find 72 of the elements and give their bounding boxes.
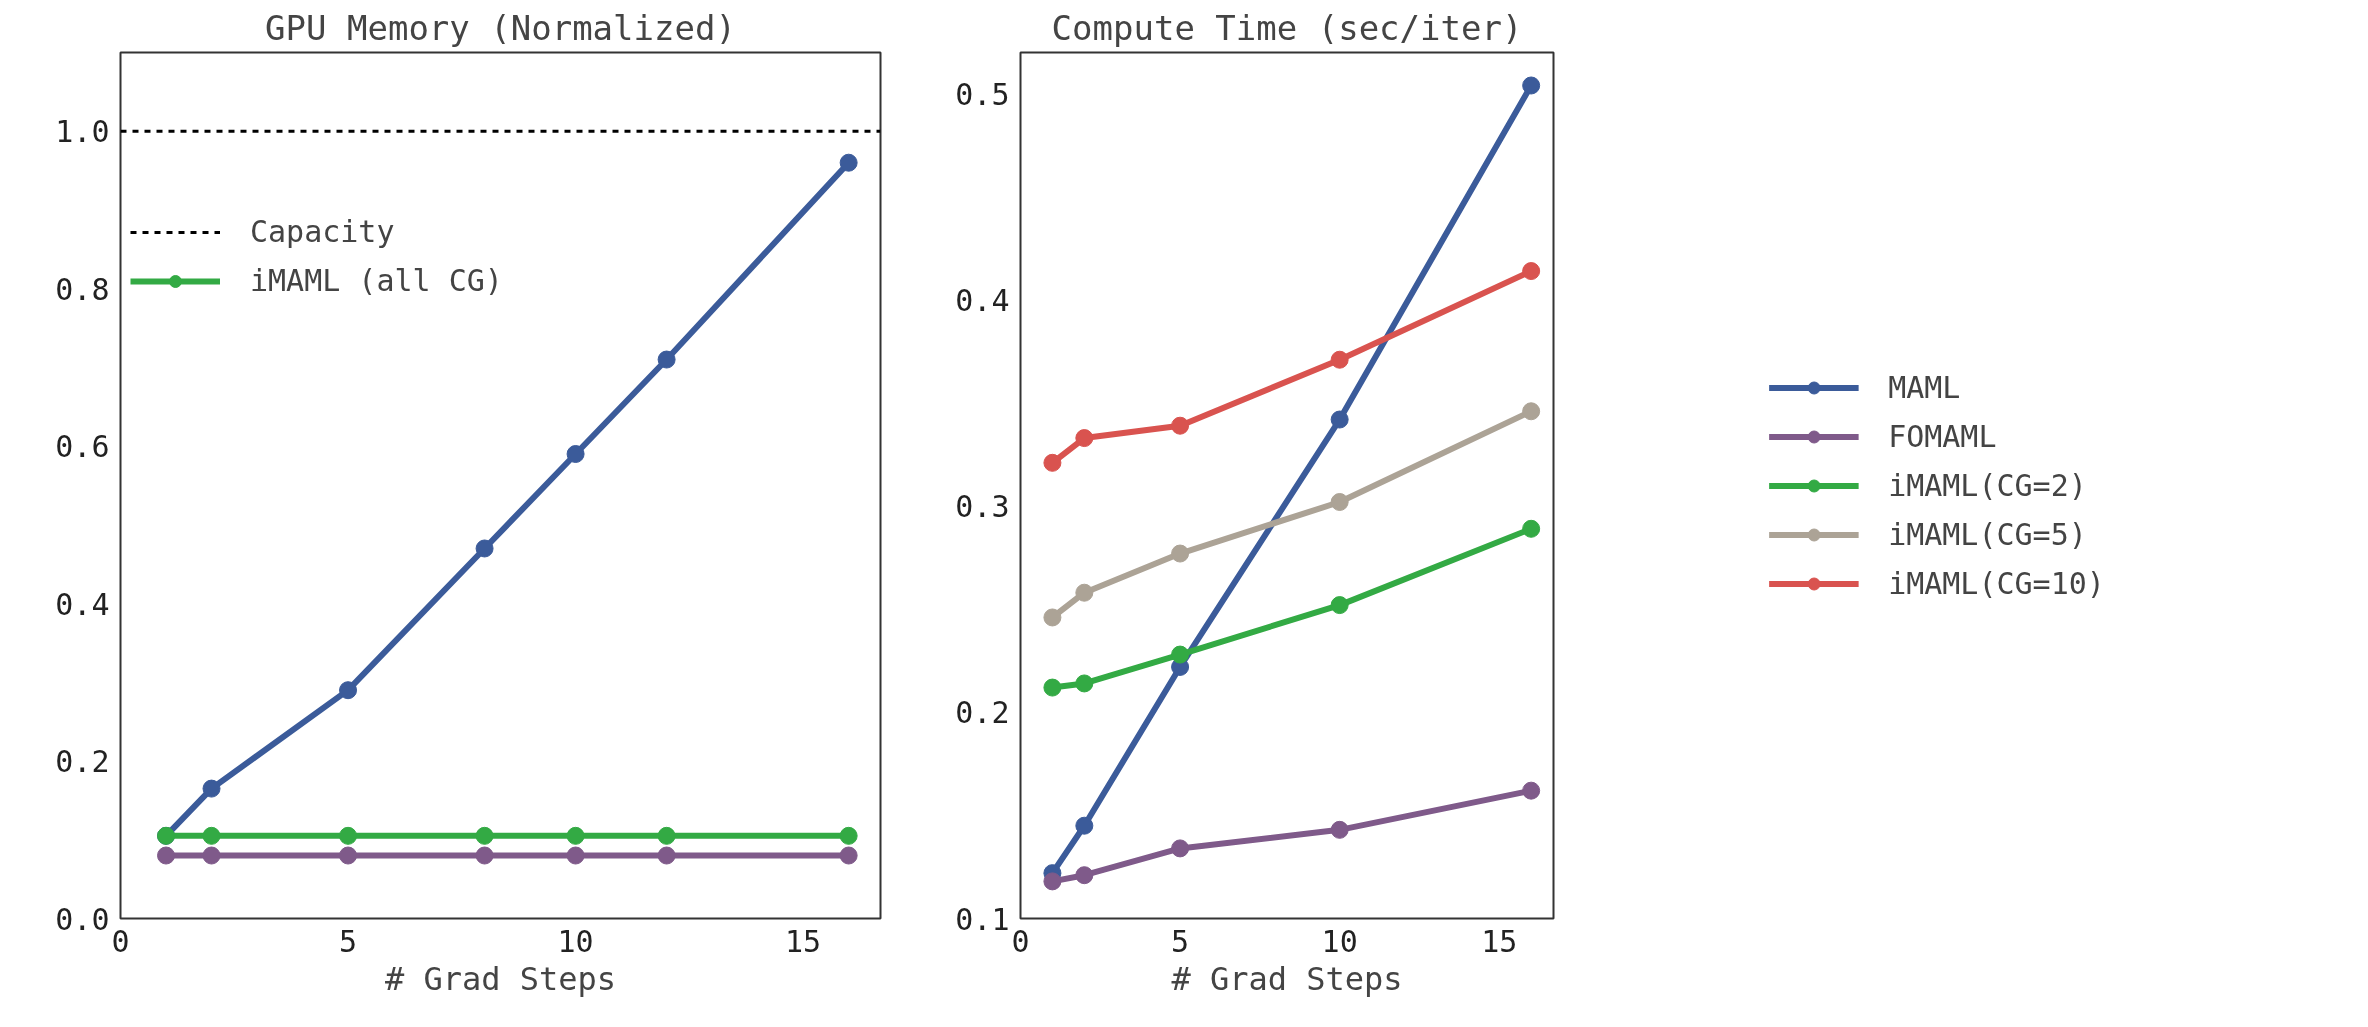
point (202, 846, 221, 865)
point (339, 846, 358, 865)
point (1522, 781, 1541, 800)
point (657, 350, 676, 369)
x-tick-label: 10 (557, 923, 594, 959)
legend-label: Capacity (250, 214, 395, 249)
point (157, 846, 176, 865)
y-tick-label: 0.1 (955, 901, 1010, 937)
point (1043, 872, 1062, 891)
point (1075, 866, 1094, 885)
x-tick-label: 15 (785, 923, 822, 959)
point (839, 153, 858, 172)
point (1043, 453, 1062, 472)
y-tick-label: 0.8 (55, 271, 110, 307)
point (475, 539, 494, 558)
point (1075, 816, 1094, 835)
y-tick-label: 0.4 (955, 282, 1010, 318)
point (475, 826, 494, 845)
point (566, 826, 585, 845)
point (1171, 544, 1190, 563)
point (1075, 583, 1094, 602)
point (1171, 645, 1190, 664)
point (1330, 410, 1349, 429)
point (566, 846, 585, 865)
point (839, 826, 858, 845)
x-tick-label: 10 (1321, 923, 1358, 959)
point (1522, 402, 1541, 421)
point (1075, 429, 1094, 448)
point (1171, 839, 1190, 858)
chart-title: GPU Memory (Normalized) (265, 7, 736, 48)
point (475, 846, 494, 865)
legend-label: iMAML(CG=2) (1888, 467, 2087, 503)
x-tick-label: 5 (339, 923, 358, 959)
legend-label: iMAML(CG=10) (1888, 565, 2105, 601)
point (1330, 350, 1349, 369)
x-axis-title: # Grad Steps (1171, 959, 1403, 998)
y-tick-label: 0.5 (955, 76, 1010, 112)
y-tick-label: 1.0 (55, 114, 110, 150)
y-tick-label: 0.6 (55, 429, 110, 465)
point (566, 445, 585, 463)
y-tick-label: 0.4 (55, 586, 110, 622)
chart-title: Compute Time (sec/iter) (1051, 7, 1523, 48)
legend-label: iMAML (all CG) (250, 263, 503, 298)
point (1075, 674, 1094, 693)
legend-label: iMAML(CG=5) (1888, 516, 2087, 552)
point (1330, 820, 1349, 839)
point (839, 846, 858, 865)
x-tick-label: 5 (1171, 923, 1190, 959)
point (657, 846, 676, 865)
point (1043, 608, 1062, 627)
y-tick-label: 0.2 (55, 744, 110, 780)
point (202, 779, 221, 798)
x-tick-label: 0 (1011, 923, 1030, 959)
x-tick-label: 0 (111, 923, 130, 959)
point (1330, 596, 1349, 615)
x-tick-label: 15 (1481, 923, 1518, 959)
point (1330, 493, 1349, 511)
point (1171, 416, 1190, 435)
legend-label: FOMAML (1888, 418, 1997, 454)
point (657, 826, 676, 845)
point (1522, 262, 1541, 281)
y-tick-label: 0.0 (55, 901, 110, 937)
point (1522, 519, 1541, 538)
y-tick-label: 0.2 (955, 695, 1010, 731)
x-axis-title: # Grad Steps (384, 959, 617, 998)
legend-label: MAML (1888, 369, 1961, 405)
point (339, 681, 358, 700)
point (1522, 76, 1541, 95)
point (339, 826, 358, 845)
point (1043, 678, 1062, 697)
y-tick-label: 0.3 (955, 489, 1010, 525)
point (202, 826, 221, 845)
